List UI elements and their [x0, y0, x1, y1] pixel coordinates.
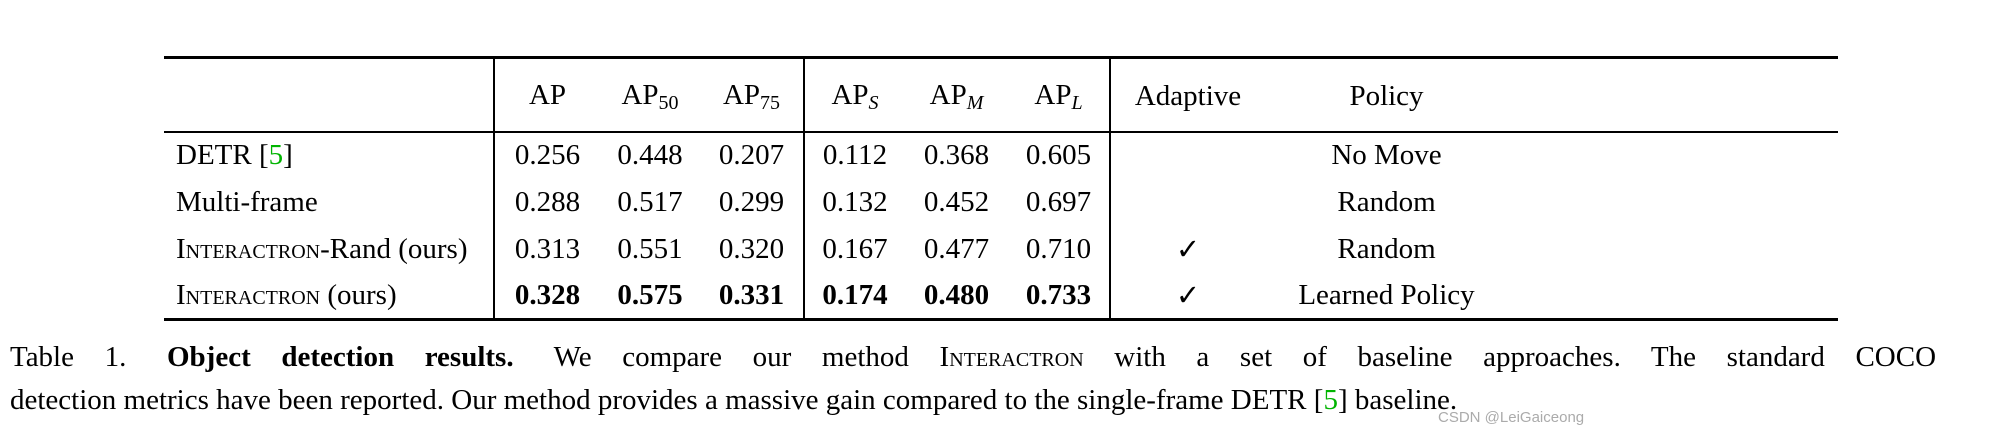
cell-policy: Learned Policy — [1298, 278, 1475, 311]
method-cell: Interactron-Rand (ours) — [164, 226, 494, 273]
caption-line-1: Table 1. Object detection results. We co… — [10, 336, 1936, 379]
method-name: DETR — [176, 139, 259, 171]
col-header-policy: Policy — [1265, 57, 1838, 133]
col-header-ap50-sub: 50 — [658, 91, 679, 114]
col-header-aps: APS — [803, 57, 905, 133]
col-header-ap75-base: AP — [722, 78, 761, 111]
caption-text-b: with a set of baseline approaches. The s… — [1114, 341, 1937, 373]
col-header-aps-base: AP — [831, 78, 869, 111]
citation-bracket: ] — [1337, 384, 1348, 416]
table-row-detr: DETR [5] 0.256 0.448 0.207 0.112 0.368 0… — [164, 131, 1838, 179]
caption-line-2: detection metrics have been reported. Ou… — [10, 379, 1936, 422]
cell-apl: 0.605 — [1025, 139, 1092, 171]
col-header-apl-base: AP — [1034, 78, 1072, 111]
cell-ap: 0.256 — [493, 131, 600, 179]
caption-text-d: baseline. — [1354, 384, 1458, 416]
caption-text-a: We compare our method — [553, 341, 909, 373]
col-header-ap50: AP50 — [600, 57, 700, 133]
cell-apm: 0.368 — [923, 139, 990, 171]
cell-ap75: 0.331 — [718, 278, 785, 311]
cell-apm: 0.477 — [923, 232, 990, 265]
table-row-multiframe: Multi-frame 0.288 0.517 0.299 0.132 0.45… — [164, 178, 1838, 226]
header-row: AP AP50 AP75 APS APM APL Adaptive Policy — [164, 57, 1838, 133]
col-header-apm: APM — [905, 57, 1008, 133]
cell-apm: 0.480 — [923, 278, 990, 311]
cell-adaptive — [1109, 131, 1265, 179]
col-header-apl: APL — [1008, 57, 1110, 133]
method-column-header — [164, 57, 494, 133]
method-cell: DETR [5] — [164, 132, 494, 179]
table-row-interactron-rand: Interactron-Rand (ours) 0.313 0.551 0.32… — [164, 225, 1838, 273]
col-header-apm-sub: M — [966, 91, 984, 114]
col-header-ap-base: AP — [528, 78, 567, 111]
cell-apl: 0.733 — [1025, 278, 1092, 311]
method-name-rest: (ours) — [320, 278, 397, 311]
citation-bracket: [ — [1313, 384, 1324, 416]
cell-policy: Random — [1337, 185, 1436, 218]
method-name-rest: -Rand (ours) — [320, 232, 468, 265]
citation-link[interactable]: [5] — [1314, 384, 1348, 416]
cell-aps: 0.112 — [803, 131, 905, 179]
cell-ap: 0.313 — [493, 225, 600, 273]
col-header-adaptive: Adaptive — [1109, 57, 1265, 133]
caption-text-c: detection metrics have been reported. Ou… — [10, 384, 1307, 416]
citation-link[interactable]: [5] — [259, 139, 293, 171]
citation-bracket: ] — [283, 139, 293, 171]
col-header-ap: AP — [493, 57, 600, 133]
method-cell: Multi-frame — [164, 179, 494, 226]
cell-ap75: 0.320 — [718, 232, 785, 265]
table-row-interactron: Interactron (ours) 0.328 0.575 0.331 0.1… — [164, 272, 1838, 320]
col-header-apm-base: AP — [929, 78, 967, 111]
cell-aps: 0.167 — [803, 225, 905, 273]
cell-apl: 0.697 — [1025, 185, 1092, 218]
caption-method-name: Interactron — [939, 341, 1084, 373]
cell-ap: 0.328 — [493, 272, 600, 320]
col-header-ap75: AP75 — [700, 57, 804, 133]
col-header-apl-sub: L — [1071, 91, 1083, 114]
cell-apm: 0.452 — [923, 185, 990, 218]
cell-apl: 0.710 — [1025, 232, 1092, 265]
table-caption: Table 1. Object detection results. We co… — [10, 336, 1936, 422]
cell-adaptive — [1109, 178, 1265, 226]
cell-ap50: 0.517 — [617, 185, 683, 218]
col-header-aps-sub: S — [868, 91, 879, 114]
cell-ap50: 0.551 — [617, 232, 683, 265]
cell-adaptive-checkmark: ✓ — [1109, 272, 1265, 320]
caption-title: Object detection results. — [166, 341, 514, 373]
col-header-ap75-sub: 75 — [760, 91, 781, 114]
cell-aps: 0.174 — [803, 272, 905, 320]
cell-ap: 0.288 — [493, 178, 600, 226]
citation-number: 5 — [1323, 384, 1338, 416]
cell-aps: 0.132 — [803, 178, 905, 226]
caption-label: Table 1. — [10, 341, 127, 373]
cell-policy: Random — [1337, 232, 1436, 265]
citation-number: 5 — [268, 139, 284, 171]
cell-ap75: 0.299 — [718, 185, 785, 218]
cell-policy: No Move — [1331, 139, 1442, 171]
cell-ap75: 0.207 — [718, 139, 785, 171]
col-header-ap50-base: AP — [621, 78, 659, 111]
results-table: AP AP50 AP75 APS APM APL Adaptive Policy… — [164, 56, 1838, 321]
method-cell: Interactron (ours) — [164, 273, 494, 320]
method-name-smallcaps: Interactron — [176, 278, 321, 311]
cell-adaptive-checkmark: ✓ — [1109, 225, 1265, 273]
citation-bracket: [ — [258, 139, 269, 171]
method-name-smallcaps: Interactron — [176, 232, 321, 265]
cell-ap50: 0.448 — [617, 139, 683, 171]
cell-ap50: 0.575 — [617, 278, 683, 311]
method-name: Multi-frame — [176, 185, 318, 218]
watermark: CSDN @LeiGaiceong — [1438, 409, 1585, 426]
